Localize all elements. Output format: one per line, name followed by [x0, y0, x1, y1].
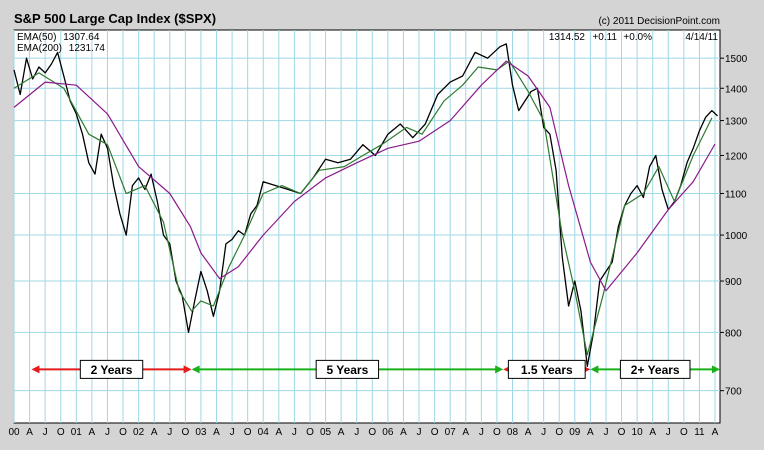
- x-tick-label: O: [555, 427, 563, 438]
- x-tick-label: 07: [445, 427, 457, 438]
- x-tick-label: A: [587, 427, 594, 438]
- legend-ema50-value: 1307.64: [63, 32, 100, 43]
- x-tick-label: A: [712, 427, 719, 438]
- x-tick-label: A: [26, 427, 33, 438]
- x-tick-label: 03: [195, 427, 207, 438]
- period-label-box: [619, 359, 691, 379]
- y-tick-label: 1500: [725, 54, 748, 65]
- series-lines: [13, 43, 718, 368]
- period-label-box: [315, 359, 380, 379]
- quote-change: +0.11: [592, 32, 617, 43]
- x-tick-label: J: [230, 427, 235, 438]
- x-tick-label: O: [493, 427, 501, 438]
- x-tick-label: J: [354, 427, 359, 438]
- x-tick-label: O: [618, 427, 626, 438]
- x-tick-label: 00: [8, 427, 20, 438]
- period-label-box: [507, 359, 586, 379]
- x-tick-label: O: [244, 427, 252, 438]
- x-tick-label: O: [368, 427, 376, 438]
- period-label: 1.5 Years: [521, 363, 573, 377]
- quote-last: 1314.52: [549, 32, 586, 43]
- x-tick-label: O: [57, 427, 65, 438]
- x-tick-label: A: [400, 427, 407, 438]
- period-arrow-head-right: [712, 365, 720, 374]
- period-arrow-head-left: [31, 365, 40, 374]
- y-tick-label: 1200: [725, 152, 748, 163]
- period-label: 2 Years: [91, 363, 133, 377]
- copyright-text: (c) 2011 DecisionPoint.com: [598, 16, 720, 27]
- y-tick-label: 900: [725, 277, 742, 288]
- x-tick-label: 08: [507, 427, 519, 438]
- x-tick-label: A: [649, 427, 656, 438]
- x-tick-label: 01: [71, 427, 83, 438]
- x-tick-label: A: [213, 427, 220, 438]
- chart-title: S&P 500 Large Cap Index ($SPX): [14, 11, 216, 26]
- x-tick-label: 04: [258, 427, 270, 438]
- x-tick-label: A: [338, 427, 345, 438]
- period-arrow-head-left: [590, 365, 599, 374]
- period-arrow: 2 Years: [31, 359, 192, 379]
- series-ema200: [13, 60, 716, 292]
- y-tick-label: 1100: [725, 189, 747, 200]
- x-tick-label: O: [119, 427, 127, 438]
- x-tick-label: J: [666, 427, 671, 438]
- x-tick-label: A: [151, 427, 158, 438]
- y-tick-label: 1300: [725, 117, 748, 128]
- y-axis: 700 800 900 1000 1100 1200 1300 1400 1500: [720, 54, 748, 398]
- x-tick-label: A: [89, 427, 96, 438]
- x-tick-label: A: [525, 427, 532, 438]
- period-arrow: 5 Years: [191, 359, 504, 379]
- period-label: 5 Years: [326, 363, 368, 377]
- x-tick-label: 06: [382, 427, 394, 438]
- period-arrow-head-left: [191, 365, 200, 374]
- legend-ema50-label: EMA(50): [17, 32, 56, 43]
- x-tick-label: J: [479, 427, 484, 438]
- x-tick-label: J: [603, 427, 608, 438]
- x-tick-label: O: [306, 427, 314, 438]
- legend-ema200: EMA(200) 1231.74: [17, 43, 105, 54]
- legend-ema50: EMA(50) 1307.64: [17, 32, 100, 43]
- quote-readout: 1314.52 +0.11 +0.0% 4/14/11: [549, 32, 719, 43]
- x-tick-label: A: [462, 427, 469, 438]
- quote-percent: +0.0%: [623, 32, 652, 43]
- period-arrow-head-right: [495, 365, 504, 374]
- x-tick-label: 11: [694, 427, 705, 438]
- x-tick-label: J: [541, 427, 546, 438]
- x-tick-label: O: [680, 427, 688, 438]
- legend-ema200-label: EMA(200): [17, 43, 62, 54]
- series-price: [13, 43, 718, 368]
- x-tick-label: J: [292, 427, 297, 438]
- x-tick-label: 09: [569, 427, 581, 438]
- period-arrow: 2+ Years: [590, 359, 720, 379]
- period-label-box: [79, 359, 144, 379]
- y-tick-label: 1000: [725, 231, 748, 242]
- legend: EMA(50) 1307.64 EMA(200) 1231.74: [17, 32, 105, 54]
- x-tick-label: J: [105, 427, 110, 438]
- period-arrow-head-right: [183, 365, 192, 374]
- x-tick-label: 10: [632, 427, 644, 438]
- plot-area: [13, 29, 721, 424]
- x-tick-label: J: [167, 427, 172, 438]
- x-tick-label: 02: [133, 427, 145, 438]
- y-tick-label: 1400: [725, 84, 748, 95]
- legend-ema200-value: 1231.74: [69, 43, 106, 54]
- period-label: 2+ Years: [631, 363, 680, 377]
- x-tick-label: A: [275, 427, 282, 438]
- y-tick-label: 800: [725, 328, 742, 339]
- x-tick-label: O: [181, 427, 189, 438]
- period-annotations: 2 Years 5 Years 1.5 Years 2+ Years: [31, 359, 720, 379]
- y-tick-label: 700: [725, 387, 742, 398]
- period-arrow: 1.5 Years: [503, 359, 591, 379]
- x-tick-label: J: [417, 427, 422, 438]
- x-tick-label: 05: [320, 427, 332, 438]
- x-tick-label: J: [43, 427, 48, 438]
- series-ema50: [13, 60, 713, 356]
- x-tick-label: O: [431, 427, 439, 438]
- quote-date: 4/14/11: [685, 32, 718, 43]
- x-axis: 00 A J O 01 A J O 02 A J O 03 A J O 04 A J O 05 A J O 06 A J O 07 A J O…: [8, 427, 718, 438]
